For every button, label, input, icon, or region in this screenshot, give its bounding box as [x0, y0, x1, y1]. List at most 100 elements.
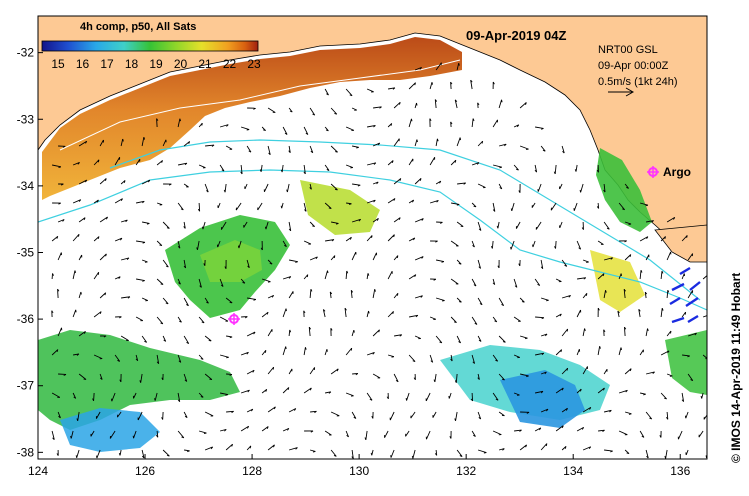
- current-arrow: [408, 354, 416, 362]
- current-arrow-head: [295, 261, 298, 263]
- current-arrow-head: [203, 432, 207, 435]
- current-arrow: [535, 221, 542, 230]
- current-arrow-head: [605, 290, 607, 293]
- current-arrow: [282, 387, 290, 394]
- current-arrow: [412, 449, 416, 459]
- current-arrow-head: [373, 199, 376, 203]
- current-arrow: [577, 277, 586, 280]
- argo-float-coastal: [647, 166, 659, 178]
- current-arrow: [471, 240, 475, 248]
- current-arrow: [429, 157, 436, 166]
- current-arrow: [519, 102, 527, 109]
- current-arrow-head: [351, 456, 354, 459]
- current-arrow: [225, 443, 233, 451]
- current-arrow: [624, 221, 632, 225]
- current-arrow-head: [63, 374, 67, 376]
- current-arrow-head: [334, 112, 337, 115]
- current-arrow: [456, 221, 464, 227]
- current-arrow-head: [373, 125, 376, 128]
- current-arrow-head: [178, 282, 181, 285]
- current-arrow-head: [184, 379, 188, 382]
- current-arrow: [286, 183, 290, 193]
- current-arrow-head: [106, 216, 108, 220]
- current-arrow-head: [478, 266, 481, 269]
- current-arrow: [534, 427, 541, 432]
- current-arrow: [408, 274, 417, 280]
- current-arrow: [162, 297, 169, 305]
- current-arrow: [389, 411, 395, 421]
- current-arrow-head: [450, 358, 453, 362]
- current-arrow: [555, 313, 562, 318]
- current-arrow-head: [206, 301, 209, 304]
- current-arrow: [555, 387, 564, 394]
- current-arrow-head: [334, 188, 338, 191]
- current-arrow-head: [713, 257, 714, 259]
- current-arrow-head: [177, 399, 181, 402]
- current-arrow: [267, 294, 274, 299]
- current-arrow-head: [62, 219, 65, 222]
- current-arrow: [471, 118, 474, 128]
- current-arrow-head: [454, 160, 457, 163]
- current-arrow-head: [411, 118, 413, 122]
- current-arrow-head: [386, 396, 389, 400]
- current-arrow-head: [273, 406, 276, 410]
- current-arrow: [448, 392, 452, 399]
- current-arrow: [261, 350, 267, 356]
- current-arrow-head: [596, 206, 600, 209]
- current-arrow: [288, 447, 298, 451]
- current-arrow: [660, 271, 663, 280]
- current-arrow-head: [433, 278, 437, 281]
- current-arrow: [624, 368, 632, 375]
- current-arrow-head: [56, 349, 59, 353]
- current-arrow: [344, 308, 347, 318]
- current-arrow: [204, 446, 213, 451]
- current-arrow-head: [413, 377, 416, 380]
- current-arrow: [471, 354, 475, 364]
- current-arrow: [455, 373, 458, 383]
- current-arrow-head: [325, 129, 329, 132]
- current-arrow-head: [355, 373, 359, 376]
- current-arrow: [156, 278, 164, 285]
- current-arrow-head: [534, 169, 537, 173]
- current-arrow: [540, 371, 547, 375]
- current-arrow: [519, 444, 527, 451]
- current-arrow-head: [561, 387, 564, 391]
- current-arrow: [624, 327, 626, 337]
- current-arrow-head: [139, 380, 142, 383]
- lon-tick-label: 130: [349, 464, 369, 478]
- current-arrow: [240, 389, 250, 394]
- current-arrow: [99, 292, 107, 299]
- current-arrow: [666, 411, 669, 420]
- lat-tick-label: -33: [17, 112, 35, 126]
- current-arrow-head: [434, 99, 438, 102]
- current-arrow-head: [439, 180, 442, 184]
- current-arrow-head: [392, 87, 396, 90]
- current-arrow-head: [289, 329, 292, 333]
- scale-arrow-icon: [608, 87, 635, 97]
- current-arrow: [352, 373, 358, 375]
- current-arrow: [623, 289, 626, 299]
- current-arrow-head: [127, 296, 131, 299]
- current-arrow-head: [629, 368, 632, 372]
- current-arrow-head: [73, 396, 76, 399]
- current-arrow: [331, 221, 339, 224]
- current-arrow-head: [495, 359, 498, 362]
- current-arrow-head: [454, 380, 457, 383]
- current-arrow-head: [166, 227, 170, 229]
- current-arrow: [498, 143, 507, 147]
- current-arrow-head: [200, 396, 204, 398]
- current-arrow-head: [478, 228, 482, 231]
- current-arrow: [240, 351, 249, 356]
- current-arrow-head: [501, 303, 504, 307]
- current-arrow: [177, 354, 182, 363]
- current-arrow-head: [617, 310, 620, 314]
- sst-eddy-core: [200, 240, 262, 282]
- current-arrow-head: [346, 270, 349, 274]
- current-arrow: [51, 430, 55, 440]
- current-arrow-head: [266, 426, 269, 429]
- current-arrow: [687, 253, 693, 261]
- current-arrow: [540, 443, 548, 451]
- current-arrow-head: [353, 416, 357, 419]
- current-arrow-head: [294, 408, 297, 411]
- current-arrow-head: [263, 129, 266, 132]
